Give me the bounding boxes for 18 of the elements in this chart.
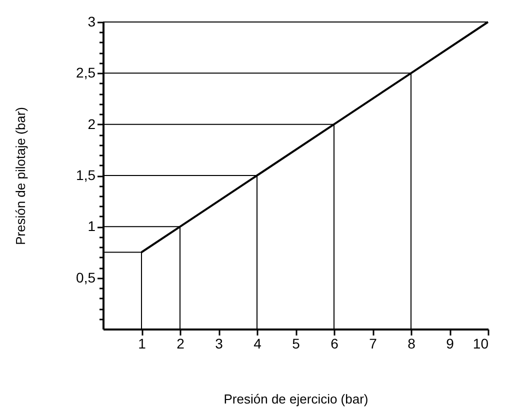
y-tick-label: 0,5 — [76, 269, 96, 286]
y-tick-label: 1 — [88, 218, 96, 234]
x-tick-label: 1 — [138, 336, 146, 352]
x-tick-label: 4 — [254, 336, 262, 352]
x-tick-label: 6 — [330, 336, 339, 352]
x-tick-label: 9 — [446, 336, 454, 352]
y-tick-label: 1,5 — [76, 167, 96, 183]
x-tick-label: 5 — [292, 336, 300, 352]
x-tick-label: 3 — [215, 336, 224, 352]
x-tick-label: 10 — [472, 336, 489, 352]
x-tick-label: 2 — [176, 336, 185, 352]
y-tick-label: 3 — [88, 14, 96, 30]
y-tick-label: 2,5 — [76, 64, 96, 81]
x-axis-title: Presión de ejercicio (bar) — [224, 392, 368, 406]
x-tick-label: 8 — [408, 336, 416, 352]
x-tick-label: 7 — [369, 336, 378, 352]
y-axis-title: Presión de pilotaje (bar) — [13, 106, 28, 246]
y-tick-label: 2 — [88, 116, 96, 132]
